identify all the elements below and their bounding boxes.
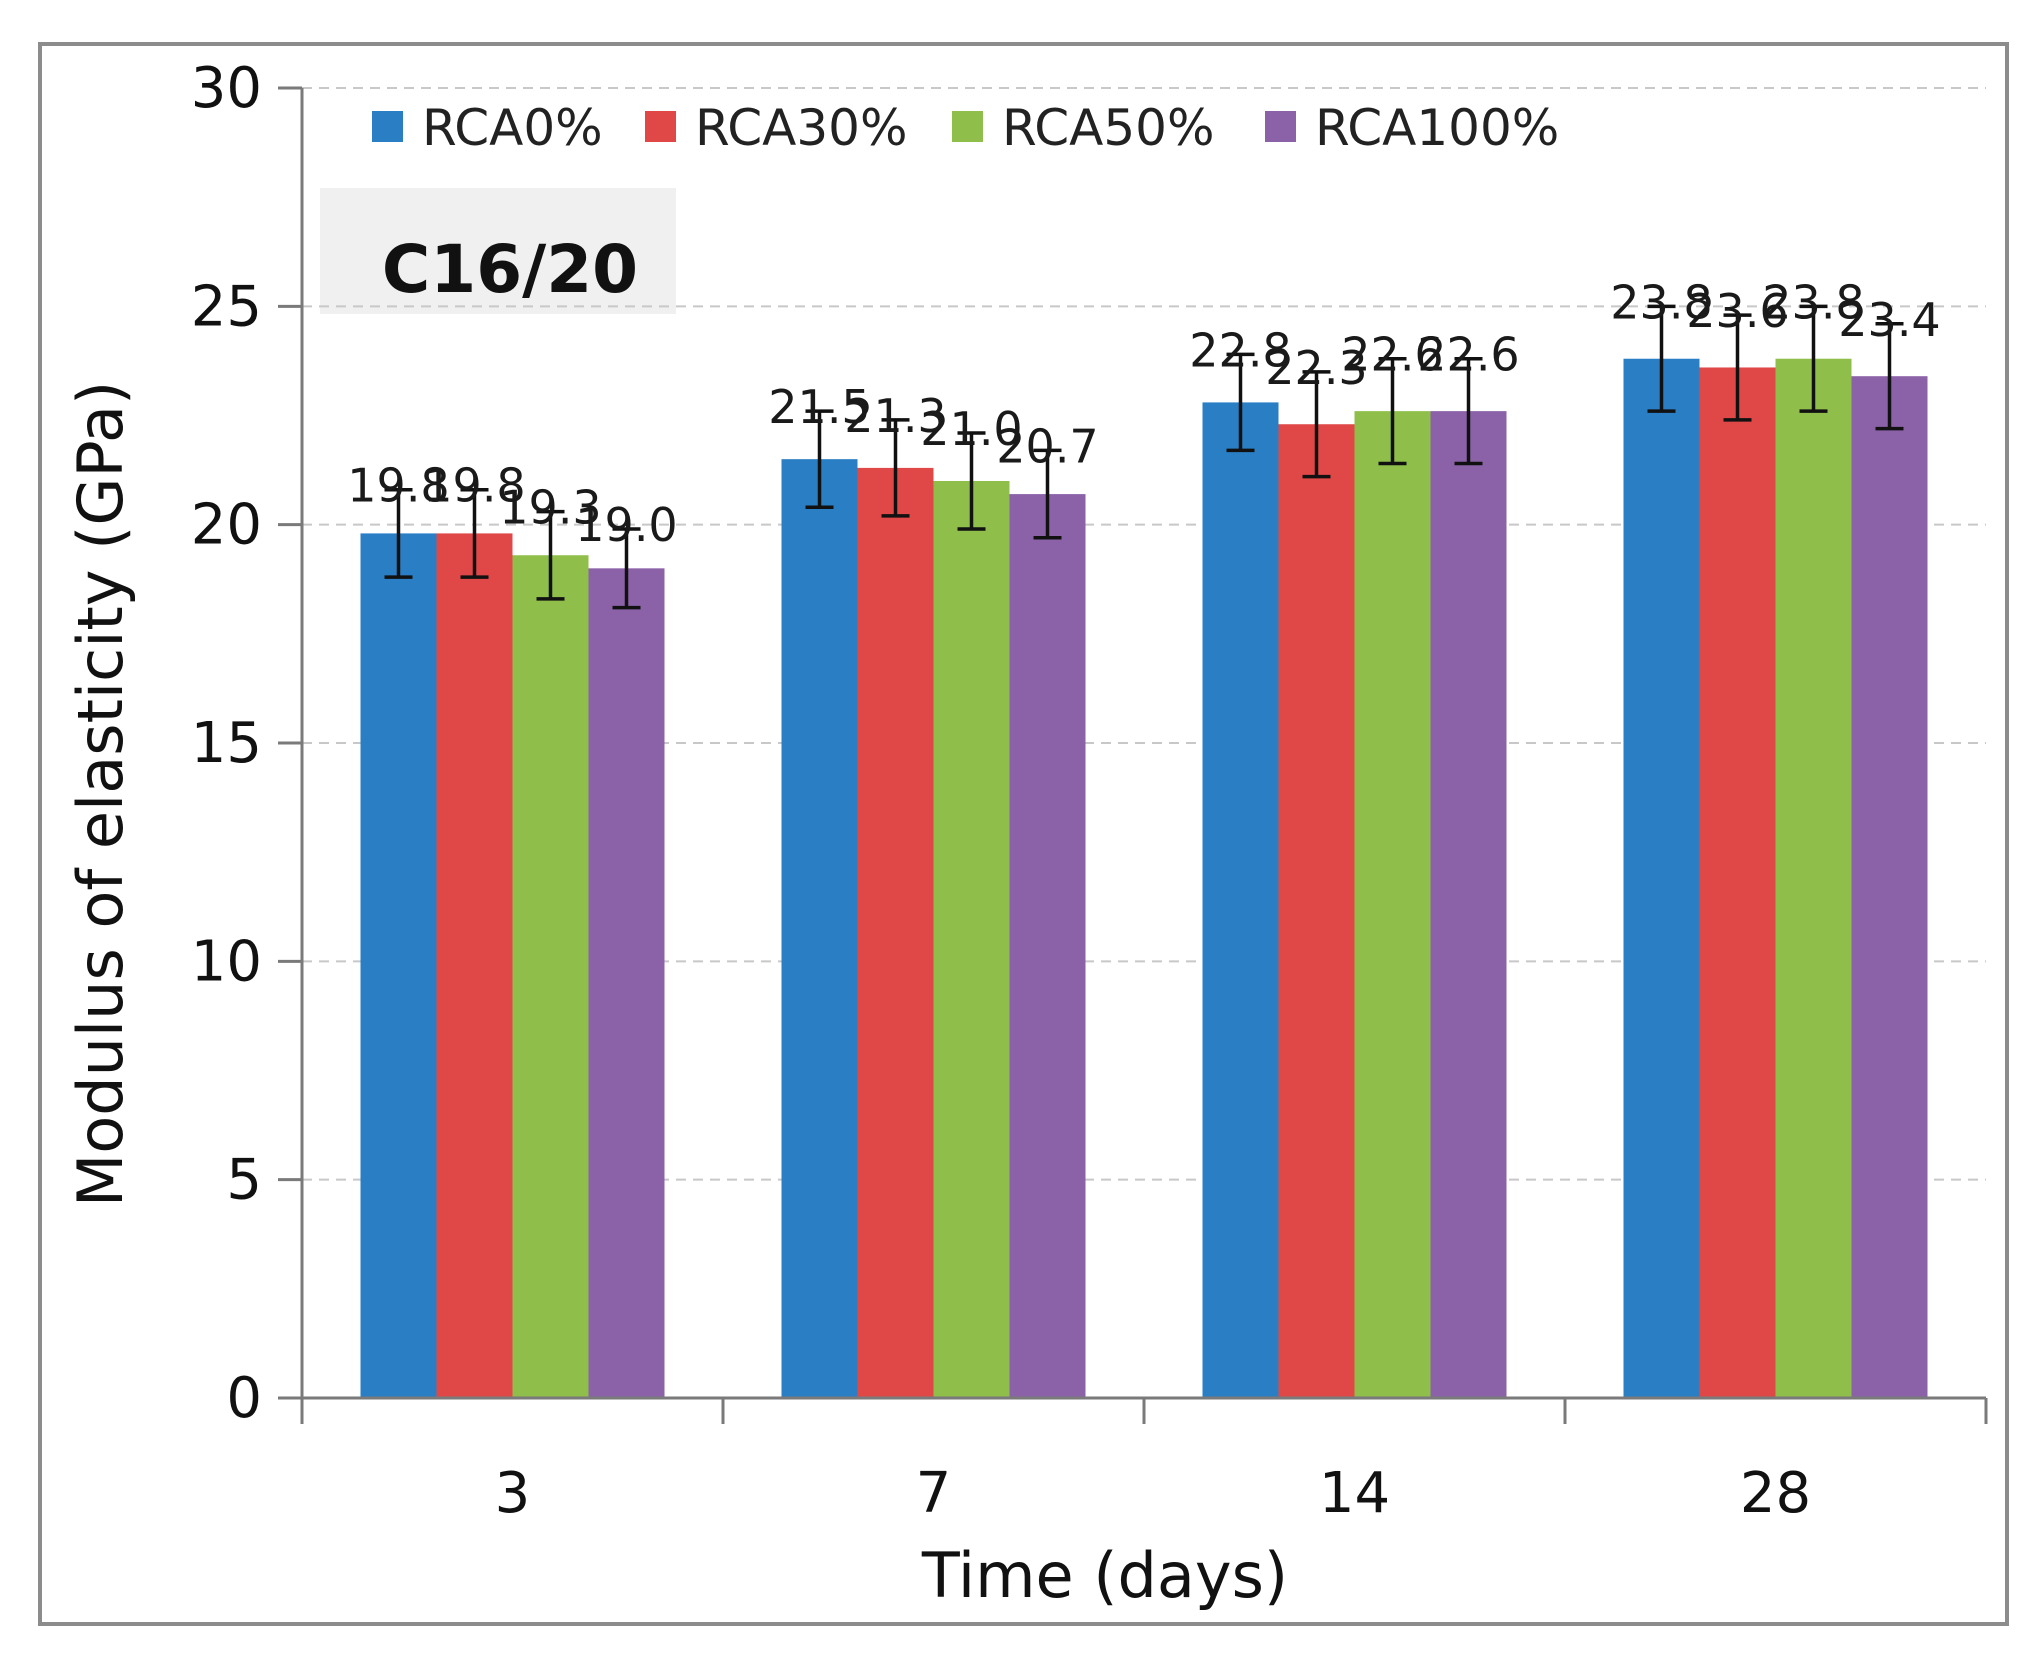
bar	[1623, 358, 1700, 1398]
data-label: 21.5	[768, 380, 870, 434]
bar	[1009, 494, 1086, 1399]
data-label: 23.8	[1610, 275, 1712, 329]
bar	[1278, 424, 1355, 1398]
y-tick-label: 5	[226, 1148, 262, 1213]
bar	[360, 533, 437, 1398]
bar	[1202, 402, 1279, 1398]
data-label: 23.6	[1686, 284, 1788, 338]
x-tick-label: 3	[495, 1461, 531, 1526]
error-bars	[384, 304, 1904, 610]
y-tick-label: 20	[191, 493, 262, 558]
bar	[512, 555, 589, 1398]
y-tick-label: 10	[191, 929, 262, 994]
bar	[1699, 367, 1776, 1398]
y-tick-label: 25	[191, 274, 262, 339]
bar	[781, 459, 858, 1399]
data-label: 19.0	[575, 498, 677, 552]
legend: RCA0% RCA30% RCA50% RCA100%	[372, 99, 1559, 157]
legend-label: RCA50%	[1002, 99, 1215, 157]
bars	[360, 358, 1928, 1399]
data-label: 19.8	[347, 459, 449, 513]
data-labels: 19.819.819.319.021.521.321.020.722.822.3…	[347, 275, 1940, 552]
annotation-box	[320, 188, 676, 314]
data-label: 22.6	[1417, 328, 1519, 382]
bar	[588, 568, 665, 1398]
bar	[857, 467, 934, 1398]
y-tick-label: 30	[191, 56, 262, 121]
data-label: 23.8	[1762, 275, 1864, 329]
data-label: 23.4	[1838, 293, 1940, 347]
x-axis-title: Time (days)	[921, 1539, 1288, 1612]
annotation-label: C16/20	[382, 231, 638, 308]
data-label: 19.3	[499, 481, 601, 535]
data-label: 20.7	[996, 419, 1098, 473]
legend-swatch	[952, 111, 983, 142]
legend-swatch	[645, 111, 676, 142]
data-label: 21.3	[844, 389, 946, 443]
legend-label: RCA30%	[695, 99, 908, 157]
x-tick-label: 7	[916, 1461, 952, 1526]
legend-swatch	[372, 111, 403, 142]
legend-label: RCA100%	[1315, 99, 1559, 157]
data-label: 21.0	[920, 402, 1022, 456]
bar	[1851, 376, 1928, 1398]
axes	[278, 86, 1988, 1424]
bar	[1430, 411, 1507, 1399]
y-tick-label: 0	[226, 1366, 262, 1431]
x-tick-labels: 3 7 14 28	[495, 1461, 1811, 1526]
bar	[933, 481, 1010, 1398]
bar	[436, 533, 513, 1398]
data-label: 19.8	[423, 459, 525, 513]
legend-label: RCA0%	[422, 99, 603, 157]
data-label: 22.8	[1189, 323, 1291, 377]
y-tick-label: 15	[191, 711, 262, 776]
bar	[1775, 358, 1852, 1398]
legend-swatch	[1265, 111, 1296, 142]
y-axis-title: Modulus of elasticity (GPa)	[64, 381, 137, 1207]
x-tick-label: 28	[1740, 1461, 1811, 1526]
x-tick-label: 14	[1319, 1461, 1390, 1526]
y-tick-labels: 0 5 10 15 20 25 30	[191, 56, 262, 1431]
data-label: 22.3	[1265, 341, 1367, 395]
bar	[1354, 411, 1431, 1399]
data-label: 22.6	[1341, 328, 1443, 382]
